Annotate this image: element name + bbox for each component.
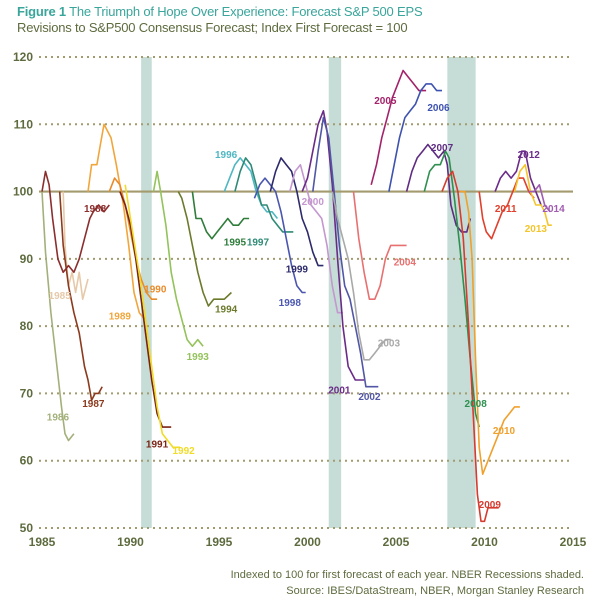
series-label-1988: 1988 <box>84 204 107 215</box>
series-line-1994 <box>177 191 232 307</box>
y-tick-label: 90 <box>20 252 34 266</box>
series-label-2008: 2008 <box>465 399 488 410</box>
series-line-1989 <box>87 123 146 320</box>
series-line-2003 <box>331 191 391 361</box>
series-line-2001 <box>301 110 365 381</box>
recession-bands <box>141 57 476 528</box>
x-tick-label: 2010 <box>471 535 498 549</box>
series-label-2002: 2002 <box>358 392 381 403</box>
series-label-1991: 1991 <box>146 439 169 450</box>
series-label-1995: 1995 <box>224 237 247 248</box>
series-label-1989: 1989 <box>109 311 132 322</box>
series-label-1998: 1998 <box>279 298 302 309</box>
chart-source: Source: IBES/DataStream, NBER, Morgan St… <box>286 585 584 597</box>
eps-revisions-chart: 50 60 70 80 90 100 110 120 1985 1990 1995 2000 2005… <box>13 50 587 549</box>
series-line-1985 <box>62 191 89 300</box>
y-tick-label: 110 <box>14 117 34 131</box>
series-line-1996 <box>223 157 279 219</box>
y-tick-label: 120 <box>13 50 33 64</box>
series-line-1992 <box>124 184 181 449</box>
series-label-1990: 1990 <box>144 285 167 296</box>
x-tick-label: 2005 <box>383 535 410 549</box>
series-line-2011 <box>478 177 535 240</box>
series-line-2002 <box>312 116 379 388</box>
series-label-1987: 1987 <box>82 399 105 410</box>
x-tick-label: 2015 <box>560 535 587 549</box>
figure-label: Figure 1 <box>17 4 66 19</box>
series-line-2009 <box>441 170 499 523</box>
series-line-1986 <box>41 191 75 442</box>
chart-title-text: The Triumph of Hope Over Experience: For… <box>69 4 423 19</box>
y-tick-label: 80 <box>20 319 34 333</box>
series-line-1995 <box>191 191 250 240</box>
chart-title: Figure 1 The Triumph of Hope Over Experi… <box>17 4 423 19</box>
series-label-2004: 2004 <box>394 258 417 269</box>
series-label-2001: 2001 <box>328 385 351 396</box>
series-label-2013: 2013 <box>525 224 548 235</box>
series-line-2004 <box>352 191 407 300</box>
series-line-2013 <box>513 163 552 226</box>
recession-band <box>447 57 476 528</box>
gridlines <box>39 56 573 529</box>
x-tick-label: 1995 <box>206 535 233 549</box>
series-line-2012 <box>494 150 542 206</box>
series-label-1996: 1996 <box>215 150 238 161</box>
y-tick-label: 70 <box>20 386 34 400</box>
series-label-1997: 1997 <box>247 237 270 248</box>
series-label-1994: 1994 <box>215 305 238 316</box>
series-lines <box>41 69 552 523</box>
series-line-1987 <box>58 191 103 401</box>
chart-subtitle: Revisions to S&P500 Consensus Forecast; … <box>17 20 408 35</box>
series-line-2005 <box>370 69 427 186</box>
series-line-1991 <box>119 191 172 428</box>
series-label-2000: 2000 <box>302 197 325 208</box>
series-line-2010 <box>459 190 520 475</box>
x-axis-ticks: 1985 1990 1995 2000 2005 2010 2015 <box>29 535 587 549</box>
y-tick-label: 50 <box>20 521 34 535</box>
series-line-1998 <box>253 177 306 294</box>
series-label-1986: 1986 <box>47 412 70 423</box>
y-tick-label: 100 <box>13 185 33 199</box>
series-line-2000 <box>289 163 343 314</box>
x-tick-label: 1985 <box>29 535 56 549</box>
series-label-2006: 2006 <box>427 103 450 114</box>
y-axis-ticks: 50 60 70 80 90 100 110 120 <box>13 50 33 535</box>
series-label-1985: 1985 <box>49 291 72 302</box>
series-label-2005: 2005 <box>374 96 397 107</box>
series-label-2007: 2007 <box>431 143 454 154</box>
series-label-2010: 2010 <box>493 426 516 437</box>
series-label-2003: 2003 <box>378 338 401 349</box>
series-label-2012: 2012 <box>518 150 541 161</box>
chart-note: Indexed to 100 for first forecast of eac… <box>230 569 584 581</box>
series-label-1992: 1992 <box>172 446 195 457</box>
series-line-2006 <box>388 83 442 192</box>
series-line-1988 <box>41 170 110 274</box>
series-label-2009: 2009 <box>479 500 502 511</box>
series-label-2014: 2014 <box>542 204 565 215</box>
series-line-1993 <box>152 170 204 348</box>
series-label-1993: 1993 <box>187 352 210 363</box>
series-line-1997 <box>234 157 294 233</box>
x-tick-label: 1990 <box>117 535 144 549</box>
series-line-2007 <box>405 143 472 233</box>
series-line-1999 <box>269 157 324 267</box>
recession-band <box>328 57 342 528</box>
x-tick-label: 2000 <box>294 535 321 549</box>
series-label-2011: 2011 <box>495 204 517 215</box>
series-line-2014 <box>528 184 551 213</box>
y-tick-label: 60 <box>20 454 34 468</box>
series-label-1999: 1999 <box>286 264 309 275</box>
